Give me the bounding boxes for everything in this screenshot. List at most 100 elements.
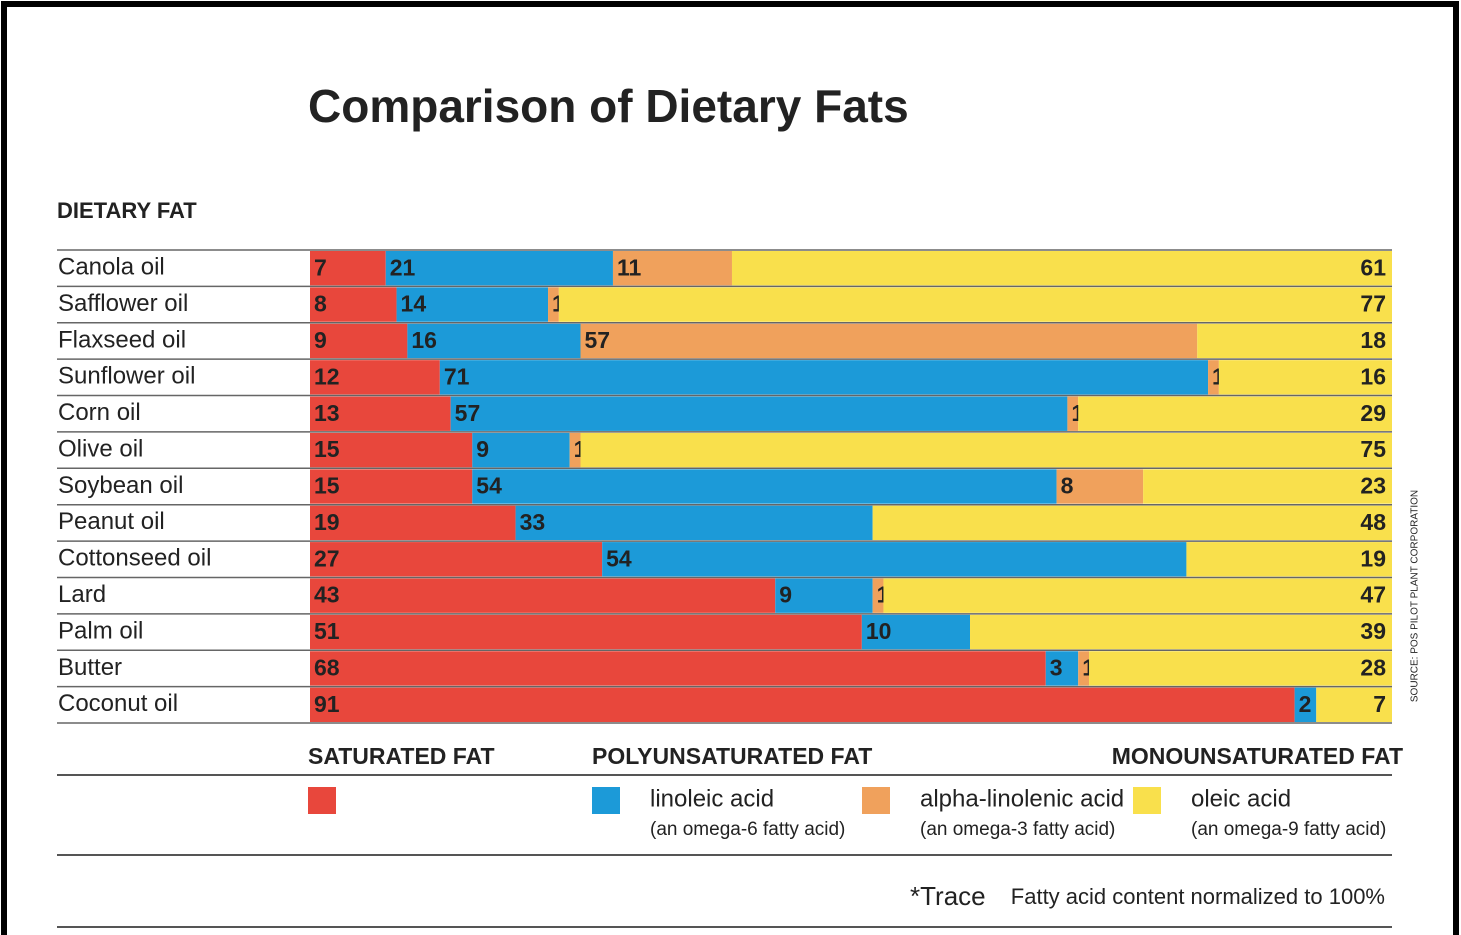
category-label: Corn oil: [58, 399, 141, 426]
bar-segment: [970, 614, 1392, 650]
bar-segment: [310, 505, 516, 541]
legend-group: MONOUNSATURATED FAT: [1112, 743, 1403, 769]
category-label: Palm oil: [58, 617, 143, 644]
bar-segment: [775, 578, 873, 613]
legend-note: (an omega-3 fatty acid): [920, 819, 1115, 840]
bar-segment: [558, 287, 1392, 322]
legend-group: POLYUNSATURATED FAT: [592, 743, 872, 769]
data-label: 19: [314, 509, 340, 535]
bar-segment: [385, 251, 613, 286]
bar-segment: [310, 542, 603, 577]
bar-segment: [472, 469, 1057, 504]
bar-segment: [407, 323, 581, 359]
bar-segment: [731, 251, 1392, 286]
bar-segment: [396, 287, 549, 322]
legend-label: linoleic acid: [650, 785, 774, 812]
data-label: 27: [314, 545, 340, 571]
legend-swatch: [592, 787, 620, 814]
data-label: 33: [520, 509, 546, 535]
category-label: Coconut oil: [58, 690, 178, 717]
data-label: 54: [476, 473, 502, 499]
bar-segment: [310, 360, 440, 395]
data-label: 23: [1360, 473, 1386, 499]
data-label: 10: [866, 618, 892, 644]
bar-segment: [310, 323, 408, 359]
data-label: 7: [1373, 691, 1386, 717]
bar-segment: [310, 469, 473, 504]
data-label: 8: [1061, 473, 1074, 499]
legend-swatch: [1133, 787, 1161, 814]
bar-segment: [1143, 469, 1392, 504]
data-label: 9: [779, 582, 792, 608]
bar-segment: [310, 432, 473, 468]
data-label: 91: [314, 691, 340, 717]
bar-segment: [602, 542, 1187, 577]
bar-segment: [580, 432, 1392, 468]
data-label: 57: [585, 327, 611, 353]
data-label: 13: [314, 400, 340, 426]
y-axis-label: DIETARY FAT: [57, 198, 197, 223]
data-label: 14: [401, 291, 427, 317]
bar-segment: [612, 251, 732, 286]
data-label: 19: [1360, 545, 1386, 571]
data-label: 51: [314, 618, 340, 644]
bar-segment: [310, 251, 386, 286]
legend-swatch: [308, 787, 336, 814]
legend-label: alpha-linolenic acid: [920, 785, 1124, 812]
data-label: 11: [617, 254, 642, 280]
data-label: 21: [390, 254, 416, 280]
data-label: 68: [314, 655, 340, 681]
bar-segment: [872, 578, 884, 613]
bar-segment: [861, 614, 971, 650]
data-label: 43: [314, 582, 340, 608]
bar-segment: [1089, 651, 1392, 686]
data-label: 18: [1360, 327, 1386, 353]
data-label: 15: [314, 436, 340, 462]
data-label: 28: [1360, 655, 1386, 681]
data-label: 12: [314, 363, 340, 389]
data-label: 9: [314, 327, 327, 353]
bar-segment: [1056, 469, 1144, 504]
category-label: Peanut oil: [58, 508, 165, 535]
bar-segment: [310, 578, 776, 613]
bar-segment: [883, 578, 1392, 613]
data-label: 9: [476, 436, 489, 462]
bar-segment: [472, 432, 570, 468]
bar-segment: [1208, 360, 1219, 395]
category-label: Flaxseed oil: [58, 326, 186, 353]
data-label: 61: [1360, 254, 1386, 280]
legend-note: (an omega-9 fatty acid): [1191, 819, 1386, 840]
data-label: 8: [314, 291, 327, 317]
bar-segment: [310, 651, 1046, 686]
data-label: 47: [1360, 582, 1386, 608]
bar-segment: [1197, 323, 1392, 359]
legend-swatch: [862, 787, 890, 814]
bar-segment: [450, 396, 1068, 431]
data-label: 15: [314, 473, 340, 499]
data-label: 71: [444, 363, 470, 389]
data-label: 39: [1360, 618, 1386, 644]
data-label: 16: [1360, 363, 1386, 389]
data-label: 7: [314, 254, 327, 280]
chart-title: Comparison of Dietary Fats: [308, 80, 909, 132]
legend-label: oleic acid: [1191, 785, 1291, 812]
category-label: Safflower oil: [58, 290, 188, 317]
category-label: Lard: [58, 581, 106, 608]
category-label: Sunflower oil: [58, 363, 195, 390]
bar-segment: [548, 287, 559, 322]
data-label: 2: [1299, 691, 1312, 717]
data-label: 54: [606, 545, 632, 571]
bar-segment: [1186, 542, 1392, 577]
data-label: 57: [455, 400, 481, 426]
note: Fatty acid content normalized to 100%: [1011, 884, 1385, 909]
legend-note: (an omega-6 fatty acid): [650, 819, 845, 840]
bar-segment: [310, 396, 451, 431]
category-label: Olive oil: [58, 435, 143, 462]
category-label: Butter: [58, 654, 122, 681]
source: SOURCE: POS PILOT PLANT CORPORATION: [1410, 490, 1421, 702]
bar-segment: [1294, 687, 1317, 722]
bar-segment: [1316, 687, 1392, 722]
bar-segment: [515, 505, 873, 541]
data-label: 16: [411, 327, 437, 353]
data-label: 29: [1360, 400, 1386, 426]
